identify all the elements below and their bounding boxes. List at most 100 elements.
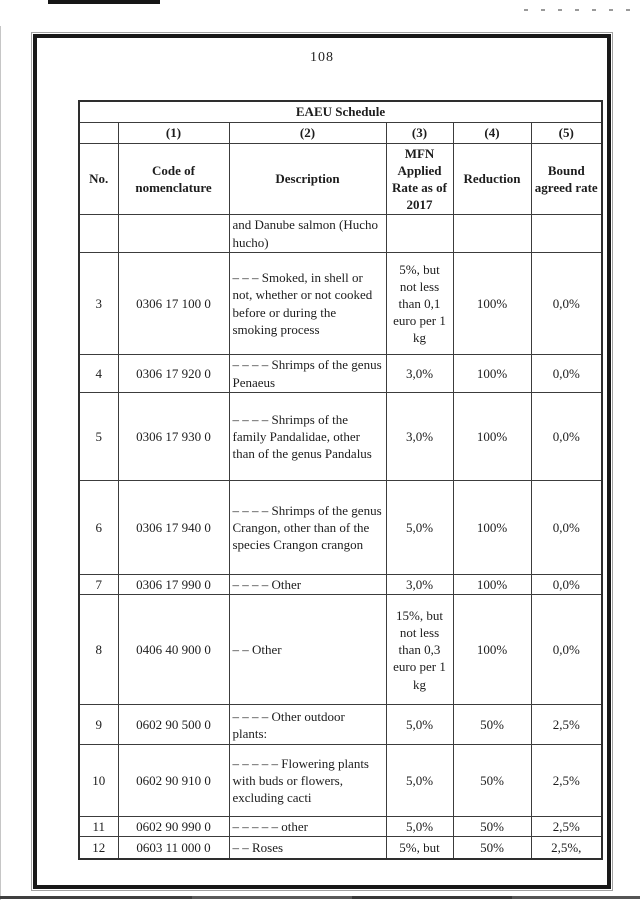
cell-description: – – – – – other [228, 816, 387, 838]
table-title-row: EAEU Schedule [78, 100, 603, 123]
column-headers-row: No. Code of nomenclature Description MFN… [78, 142, 603, 216]
scan-artifact-left-edge [0, 26, 1, 900]
cell-description: – – – Smoked, in shell or not, whether o… [228, 252, 387, 356]
cell-no: 4 [78, 354, 119, 394]
column-header-mfn-rate: MFN Applied Rate as of 2017 [385, 142, 454, 216]
cell-bound-rate: 0,0% [530, 354, 603, 394]
cell-mfn-rate: 5%, but not less than 0,1 euro per 1 kg [385, 252, 454, 356]
column-header-description: Description [228, 142, 387, 216]
cell-bound-rate: 0,0% [530, 574, 603, 596]
column-header-reduction: Reduction [452, 142, 532, 216]
cell-description: – – – – Other [228, 574, 387, 596]
cell-reduction: 100% [452, 480, 532, 576]
column-number-1: (1) [117, 121, 230, 144]
cell-mfn-rate: 5,0% [385, 704, 454, 746]
cell-code: 0603 11 000 0 [117, 836, 230, 860]
cell-reduction: 50% [452, 816, 532, 838]
column-header-no: No. [78, 142, 119, 216]
cell-code: 0306 17 920 0 [117, 354, 230, 394]
table-row: 3 0306 17 100 0 – – – Smoked, in shell o… [78, 252, 603, 356]
table-row: and Danube salmon (Hucho hucho) [78, 214, 603, 254]
cell-bound-rate: 2,5% [530, 704, 603, 746]
cell-description: – – – – Shrimps of the genus Crangon, ot… [228, 480, 387, 576]
cell-reduction: 50% [452, 744, 532, 818]
page-frame: 108 EAEU Schedule (1) (2) (3) (4) (5) No… [31, 32, 613, 891]
cell-mfn-rate: 15%, but not less than 0,3 euro per 1 kg [385, 594, 454, 706]
cell-description: – – Roses [228, 836, 387, 860]
cell-mfn-rate: 3,0% [385, 354, 454, 394]
scan-artifact-top-line [48, 0, 160, 4]
cell-bound-rate: 0,0% [530, 392, 603, 482]
cell-no: 11 [78, 816, 119, 838]
table-row: 12 0603 11 000 0 – – Roses 5%, but 50% 2… [78, 836, 603, 860]
cell-no: 12 [78, 836, 119, 860]
column-header-bound-rate: Bound agreed rate [530, 142, 603, 216]
cell-mfn-rate: 5,0% [385, 744, 454, 818]
table-row: 11 0602 90 990 0 – – – – – other 5,0% 50… [78, 816, 603, 838]
cell-bound-rate: 0,0% [530, 594, 603, 706]
table-row: 10 0602 90 910 0 – – – – – Flowering pla… [78, 744, 603, 818]
cell-mfn-rate [385, 214, 454, 254]
table-row: 7 0306 17 990 0 – – – – Other 3,0% 100% … [78, 574, 603, 596]
cell-no: 10 [78, 744, 119, 818]
cell-code [117, 214, 230, 254]
cell-description: – – Other [228, 594, 387, 706]
cell-mfn-rate: 5,0% [385, 480, 454, 576]
cell-code: 0306 17 930 0 [117, 392, 230, 482]
cell-bound-rate [530, 214, 603, 254]
cell-code: 0306 17 940 0 [117, 480, 230, 576]
cell-no: 5 [78, 392, 119, 482]
column-number-2: (2) [228, 121, 387, 144]
cell-code: 0602 90 500 0 [117, 704, 230, 746]
column-header-code: Code of nomenclature [117, 142, 230, 216]
table-row: 9 0602 90 500 0 – – – – Other outdoor pl… [78, 704, 603, 746]
cell-code: 0602 90 910 0 [117, 744, 230, 818]
cell-no: 9 [78, 704, 119, 746]
cell-reduction: 100% [452, 574, 532, 596]
cell-no: 8 [78, 594, 119, 706]
table-row: 5 0306 17 930 0 – – – – Shrimps of the f… [78, 392, 603, 482]
cell-bound-rate: 0,0% [530, 252, 603, 356]
cell-code: 0602 90 990 0 [117, 816, 230, 838]
cell-reduction: 50% [452, 704, 532, 746]
table-row: 6 0306 17 940 0 – – – – Shrimps of the g… [78, 480, 603, 576]
cell-code: 0306 17 990 0 [117, 574, 230, 596]
scan-artifact-bottom-line [0, 896, 640, 899]
column-number-3: (3) [385, 121, 454, 144]
cell-reduction: 100% [452, 354, 532, 394]
column-numbers-row: (1) (2) (3) (4) (5) [78, 121, 603, 144]
cell-description: – – – – – Flowering plants with buds or … [228, 744, 387, 818]
cell-code: 0306 17 100 0 [117, 252, 230, 356]
cell-mfn-rate: 5%, but [385, 836, 454, 860]
cell-description: – – – – Shrimps of the family Pandalidae… [228, 392, 387, 482]
column-number-5: (5) [530, 121, 603, 144]
table-title: EAEU Schedule [78, 100, 603, 123]
table-row: 4 0306 17 920 0 – – – – Shrimps of the g… [78, 354, 603, 394]
cell-bound-rate: 2,5% [530, 816, 603, 838]
cell-bound-rate: 2,5% [530, 744, 603, 818]
cell-mfn-rate: 3,0% [385, 392, 454, 482]
scan-artifact-top-dots [524, 9, 636, 11]
cell-bound-rate: 2,5%, [530, 836, 603, 860]
column-number-4: (4) [452, 121, 532, 144]
cell-reduction: 100% [452, 594, 532, 706]
cell-reduction: 100% [452, 392, 532, 482]
cell-no [78, 214, 119, 254]
cell-code: 0406 40 900 0 [117, 594, 230, 706]
cell-no: 6 [78, 480, 119, 576]
cell-mfn-rate: 3,0% [385, 574, 454, 596]
eaeu-schedule-table: EAEU Schedule (1) (2) (3) (4) (5) No. Co… [78, 100, 603, 860]
cell-description: – – – – Other outdoor plants: [228, 704, 387, 746]
cell-reduction: 100% [452, 252, 532, 356]
cell-reduction: 50% [452, 836, 532, 860]
cell-no: 7 [78, 574, 119, 596]
cell-mfn-rate: 5,0% [385, 816, 454, 838]
column-number-0 [78, 121, 119, 144]
cell-no: 3 [78, 252, 119, 356]
cell-description: – – – – Shrimps of the genus Penaeus [228, 354, 387, 394]
cell-description: and Danube salmon (Hucho hucho) [228, 214, 387, 254]
cell-reduction [452, 214, 532, 254]
table-row: 8 0406 40 900 0 – – Other 15%, but not l… [78, 594, 603, 706]
cell-bound-rate: 0,0% [530, 480, 603, 576]
page-number: 108 [310, 50, 334, 65]
